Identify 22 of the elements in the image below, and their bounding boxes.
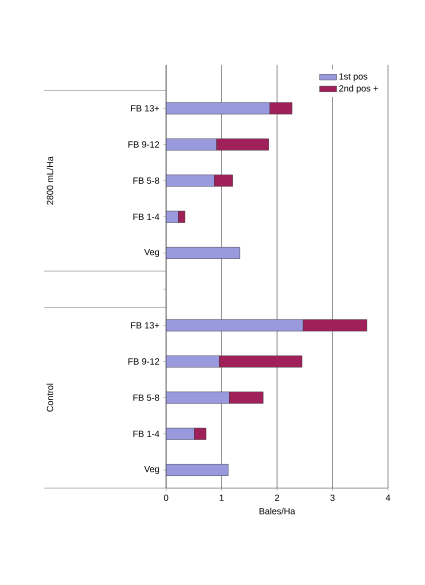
y-tick-label: FB 5-8 <box>133 394 160 401</box>
x-axis-title: Bales/Ha <box>260 508 296 514</box>
legend-label: 1st pos <box>339 73 368 82</box>
text: Control <box>46 384 54 412</box>
y-tick-label: FB 13+ <box>131 322 160 328</box>
y-tick-label: Veg <box>144 466 159 474</box>
text: 2800 mL/Ha <box>46 156 54 205</box>
x-tick-label: 1 <box>220 494 224 501</box>
y-tick-label: FB 9-12 <box>128 358 160 365</box>
y-tick-label: FB 1-4 <box>133 430 160 437</box>
bar <box>166 464 228 476</box>
y-tick-label: FB 1-4 <box>133 214 160 220</box>
x-tick-label: 3 <box>330 494 335 501</box>
x-tick-label: 2 <box>274 494 280 501</box>
x-tick-label: 4 <box>386 494 390 501</box>
y-tick-label: Veg <box>144 248 159 257</box>
x-tick-label: 0 <box>164 494 168 501</box>
y-tick-label: FB 13+ <box>131 105 160 112</box>
legend-label: 2nd pos + <box>339 84 378 94</box>
y-tick-label: FB 5-8 <box>133 177 160 184</box>
y-tick-label: FB 9-12 <box>128 141 160 148</box>
bar <box>166 246 240 259</box>
